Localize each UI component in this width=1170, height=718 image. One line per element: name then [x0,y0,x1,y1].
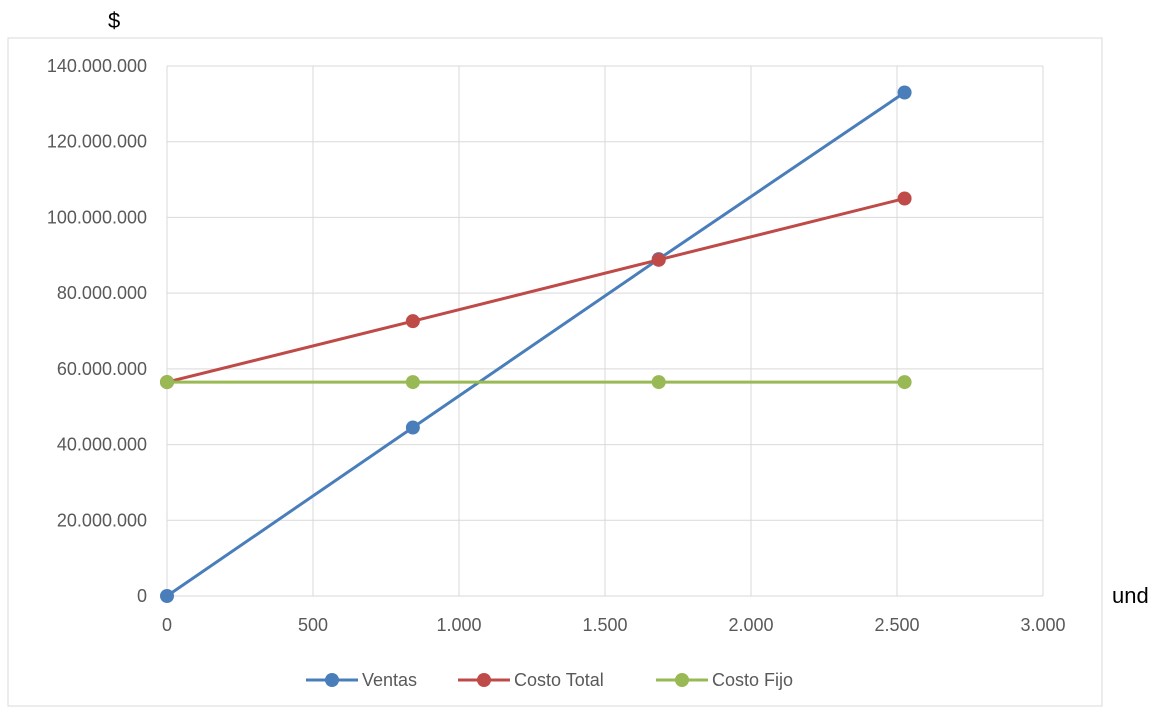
series-line [165,197,907,384]
legend-swatch-marker [675,673,689,687]
y-tick-label: 0 [137,586,147,606]
data-point [405,375,420,390]
x-tick-label: 2.000 [728,615,773,635]
y-tick-label: 100.000.000 [47,207,147,227]
data-point [405,420,420,435]
legend-label: Costo Total [514,670,604,690]
legend-label: Costo Fijo [712,670,793,690]
series-costo-fijo [160,375,912,390]
data-point [897,85,912,100]
x-tick-label: 1.000 [436,615,481,635]
y-tick-label: 120.000.000 [47,132,147,152]
y-tick-label: 40.000.000 [57,435,147,455]
legend-item: Costo Total [458,670,604,690]
y-axis-label: $ [108,8,120,33]
y-axis-ticks: 0 20.000.000 40.000.000 60.000.000 80.000.00… [47,56,147,606]
legend-label: Ventas [362,670,417,690]
legend-item: Ventas [306,670,417,690]
x-axis-label: und [1112,583,1149,608]
series-ventas [160,85,912,603]
legend-swatch-marker [325,673,339,687]
data-point [160,375,174,390]
legend-swatch-marker [477,673,491,687]
y-tick-label: 20.000.000 [57,510,147,530]
y-tick-label: 140.000.000 [47,56,147,76]
data-point [160,589,174,603]
x-tick-label: 3.000 [1020,615,1065,635]
data-point [651,252,666,267]
legend: Ventas Costo Total Costo Fijo [306,670,793,690]
chart-area-border [7,37,1103,707]
gridlines [166,65,1044,597]
x-tick-label: 2.500 [874,615,919,635]
data-point [897,375,912,390]
x-tick-label: 0 [162,615,172,635]
y-tick-label: 80.000.000 [57,283,147,303]
data-point [897,191,912,206]
series-line [165,91,907,598]
data-point [651,375,666,390]
data-point [405,314,420,329]
series-lines [160,85,912,603]
x-tick-label: 500 [298,615,328,635]
x-tick-label: 1.500 [582,615,627,635]
legend-item: Costo Fijo [656,670,793,690]
x-axis-ticks: 0 500 1.000 1.500 2.000 2.500 3.000 [162,615,1066,635]
y-tick-label: 60.000.000 [57,359,147,379]
